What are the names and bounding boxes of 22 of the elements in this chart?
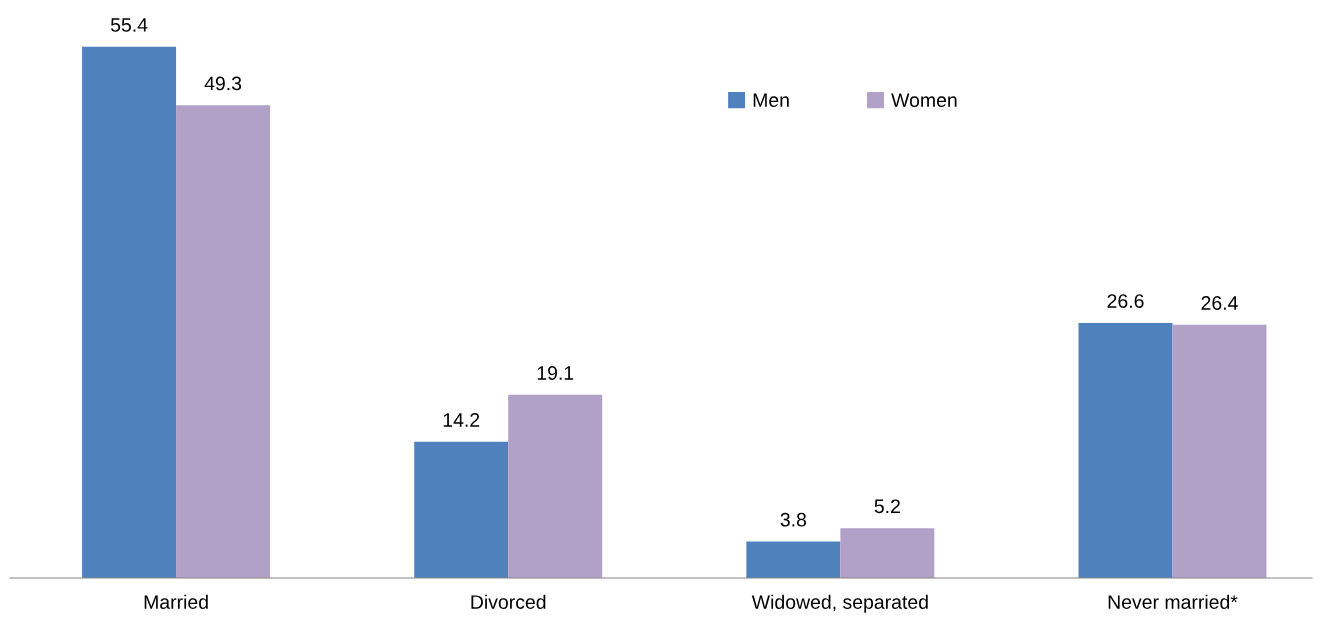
bar xyxy=(746,541,841,578)
data-label: 49.3 xyxy=(204,76,242,91)
bar xyxy=(840,528,935,578)
x-tick-label: Divorced xyxy=(471,594,546,609)
data-label: 55.4 xyxy=(110,18,148,32)
data-label: 26.6 xyxy=(1107,294,1144,308)
data-label: 14.2 xyxy=(443,413,480,427)
bar xyxy=(508,394,603,578)
data-label: 5.2 xyxy=(874,499,900,514)
data-label: 26.4 xyxy=(1201,296,1238,310)
x-tick-label: Never married* xyxy=(1108,594,1238,609)
x-tick-label: Married xyxy=(144,594,208,609)
legend-label: Men xyxy=(753,93,789,108)
data-label: 19.1 xyxy=(537,366,574,380)
bar xyxy=(1078,322,1173,578)
bar xyxy=(414,441,509,578)
bar xyxy=(1172,324,1267,578)
legend-label: Women xyxy=(891,93,957,108)
bar xyxy=(176,105,271,578)
bar xyxy=(82,46,177,578)
data-label: 3.8 xyxy=(780,512,807,527)
x-tick-label: Widowed, separated xyxy=(751,594,928,613)
